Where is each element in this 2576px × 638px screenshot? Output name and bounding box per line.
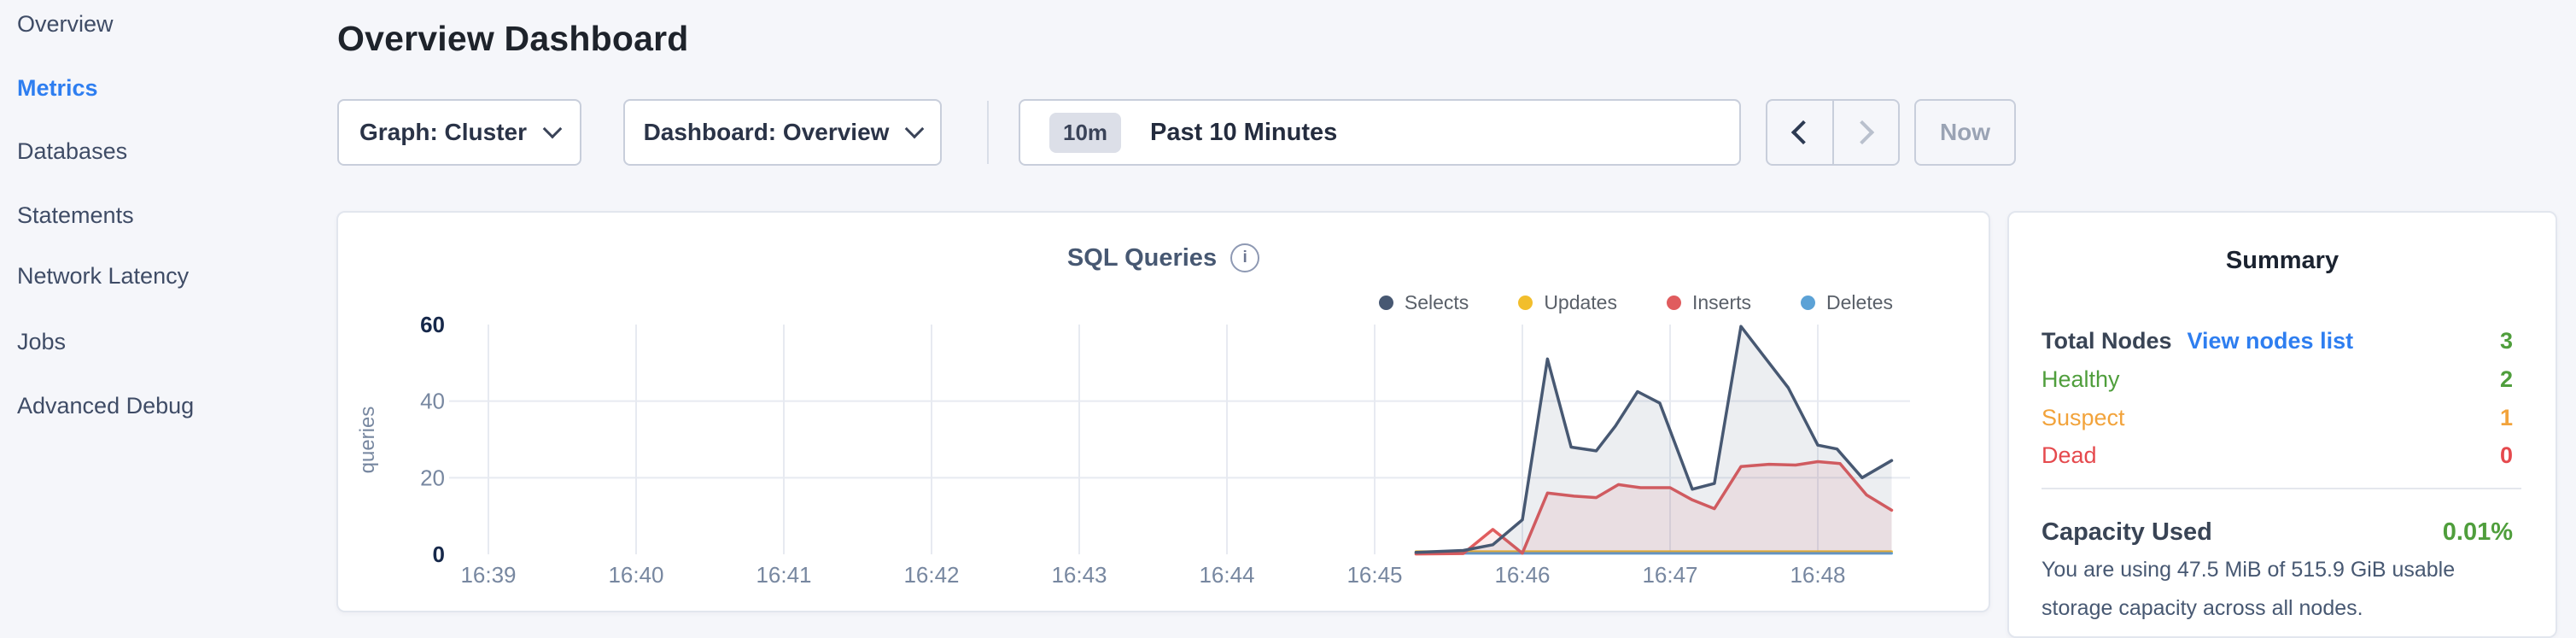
svg-text:40: 40 (420, 389, 445, 414)
healthy-label: Healthy (2042, 366, 2120, 392)
legend-dot-updates (1518, 296, 1533, 310)
dashboard-dropdown[interactable]: Dashboard: Overview (623, 99, 942, 166)
sidebar-item-advanced-debug[interactable]: Advanced Debug (17, 392, 195, 419)
legend-item-deletes[interactable]: Deletes (1801, 291, 1893, 314)
time-next-button[interactable] (1831, 101, 1899, 164)
capacity-used-label: Capacity Used (2042, 518, 2212, 546)
svg-text:16:43: 16:43 (1051, 562, 1107, 588)
legend-dot-inserts (1666, 296, 1681, 310)
sidebar-item-overview[interactable]: Overview (17, 10, 114, 37)
summary-row-capacity: Capacity Used 0.01% (2042, 513, 2513, 551)
svg-text:16:39: 16:39 (460, 562, 516, 588)
legend-label-updates: Updates (1544, 291, 1617, 313)
time-range-badge: 10m (1049, 112, 1122, 153)
sidebar-item-statements[interactable]: Statements (17, 202, 134, 228)
legend-item-selects[interactable]: Selects (1378, 291, 1469, 314)
page-title: Overview Dashboard (337, 19, 689, 58)
total-nodes-value: 3 (2499, 327, 2513, 354)
view-nodes-list-link[interactable]: View nodes list (2187, 327, 2354, 354)
svg-text:16:40: 16:40 (608, 562, 663, 588)
chevron-down-icon (542, 119, 563, 139)
legend-item-inserts[interactable]: Inserts (1666, 291, 1752, 314)
healthy-value: 2 (2499, 366, 2513, 392)
svg-text:0: 0 (433, 541, 445, 567)
summary-divider (2042, 488, 2521, 489)
summary-row-total-nodes: Total Nodes View nodes list 3 (2042, 324, 2513, 358)
total-nodes-label: Total Nodes (2042, 327, 2172, 354)
summary-row-suspect: Suspect 1 (2042, 401, 2513, 435)
sidebar-item-metrics[interactable]: Metrics (17, 74, 98, 101)
summary-row-dead: Dead 0 (2042, 438, 2513, 472)
svg-text:queries: queries (356, 407, 379, 474)
svg-text:16:48: 16:48 (1790, 562, 1845, 588)
dashboard-dropdown-label: Dashboard: Overview (643, 119, 890, 145)
dead-value: 0 (2499, 442, 2513, 468)
suspect-label: Suspect (2042, 404, 2125, 430)
svg-text:16:44: 16:44 (1199, 562, 1254, 588)
sql-queries-chart-card: SQL Queries i Selects Updates Inserts De… (336, 211, 1990, 612)
chevron-right-icon (1850, 120, 1875, 145)
legend-dot-selects (1378, 296, 1393, 310)
chevron-left-icon (1790, 120, 1815, 145)
time-range-label: Past 10 Minutes (1150, 118, 1338, 146)
sidebar-item-network-latency[interactable]: Network Latency (17, 262, 190, 289)
summary-title: Summary (2225, 247, 2339, 274)
sidebar-item-databases[interactable]: Databases (17, 138, 128, 164)
chart-legend: Selects Updates Inserts Deletes (1378, 291, 1893, 314)
legend-label-deletes: Deletes (1826, 291, 1893, 313)
controls-divider (987, 101, 989, 164)
svg-text:60: 60 (420, 312, 445, 337)
chart-title: SQL Queries (1066, 243, 1218, 272)
svg-text:20: 20 (420, 465, 445, 490)
legend-label-selects: Selects (1404, 291, 1469, 313)
now-button[interactable]: Now (1914, 99, 2016, 166)
legend-item-updates[interactable]: Updates (1518, 291, 1617, 314)
chart-title-row: SQL Queries i (338, 243, 1989, 272)
summary-panel: Summary Total Nodes View nodes list 3 He… (2007, 211, 2557, 638)
time-range-dropdown[interactable]: 10m Past 10 Minutes (1019, 99, 1741, 166)
legend-label-inserts: Inserts (1691, 291, 1752, 313)
sidebar: Overview Metrics Databases Statements Ne… (0, 0, 320, 623)
graph-dropdown-label: Graph: Cluster (359, 119, 528, 145)
svg-text:16:42: 16:42 (903, 562, 959, 588)
time-step-buttons (1766, 99, 1900, 166)
time-prev-button[interactable] (1767, 101, 1832, 164)
capacity-used-value: 0.01% (2442, 518, 2513, 546)
sidebar-item-jobs[interactable]: Jobs (17, 328, 67, 354)
graph-dropdown[interactable]: Graph: Cluster (337, 99, 581, 166)
svg-text:16:47: 16:47 (1642, 562, 1697, 588)
info-icon[interactable]: i (1230, 243, 1260, 272)
suspect-value: 1 (2499, 404, 2513, 430)
summary-row-healthy: Healthy 2 (2042, 362, 2513, 396)
dead-label: Dead (2042, 442, 2097, 468)
capacity-description: You are using 47.5 MiB of 515.9 GiB usab… (2042, 558, 2456, 620)
svg-text:16:45: 16:45 (1346, 562, 1402, 588)
sql-queries-plot: 16:39 16:40 16:41 16:42 16:43 16:44 16:45 16:46… (356, 312, 1910, 588)
legend-dot-deletes (1801, 296, 1816, 310)
svg-text:16:41: 16:41 (756, 562, 811, 588)
svg-text:16:46: 16:46 (1494, 562, 1550, 588)
chevron-down-icon (905, 119, 925, 139)
